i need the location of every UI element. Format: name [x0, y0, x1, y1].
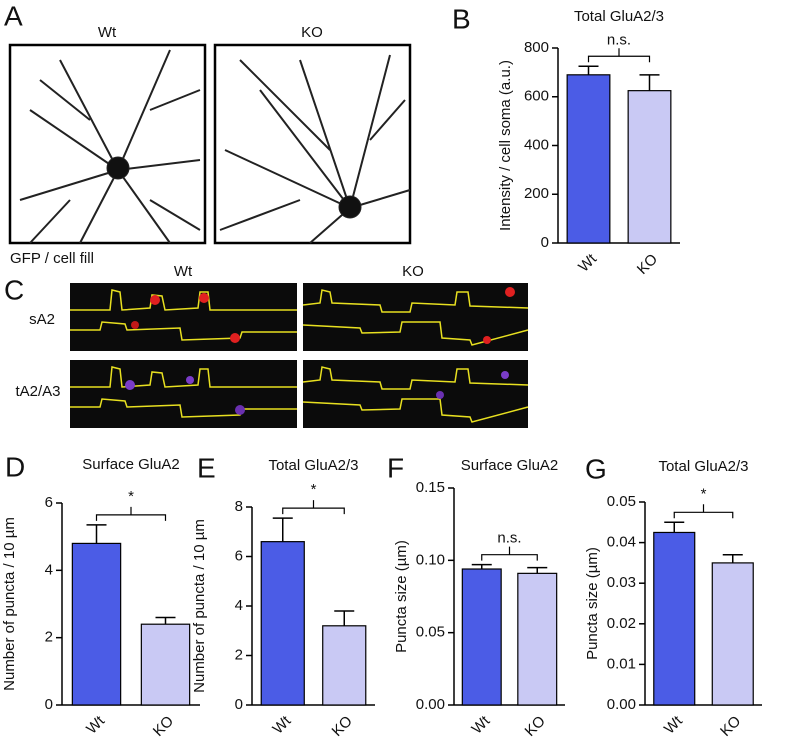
error-bar [471, 563, 492, 570]
error-bar [527, 566, 548, 574]
significance-label: * [311, 481, 317, 498]
x-tick-label: Wt [269, 712, 295, 738]
y-tick-label: 0.10 [416, 551, 445, 568]
row-label: tA2/A3 [15, 383, 60, 400]
y-tick-label: 4 [235, 597, 243, 614]
bar [322, 625, 367, 706]
significance-bracket [673, 504, 734, 519]
bar [566, 74, 611, 244]
error-bar [272, 517, 293, 542]
significance-label: * [701, 485, 707, 502]
bar [461, 568, 502, 706]
micrograph [8, 43, 412, 245]
error-bar [639, 74, 660, 91]
x-tick-label: Wt [661, 712, 687, 738]
chart-title: Total GluA2/3 [658, 458, 748, 475]
y-axis-label: Intensity / cell soma (a.u.) [497, 60, 514, 231]
y-tick-label: 0 [45, 696, 53, 713]
y-tick-label: 200 [524, 185, 549, 202]
y-tick-label: 4 [45, 561, 53, 578]
bar [653, 531, 696, 706]
column-label: Wt [174, 263, 193, 280]
error-bar [155, 616, 176, 625]
x-tick-label: KO [634, 251, 661, 278]
significance-label: * [128, 488, 134, 505]
significance-bracket [587, 48, 651, 63]
bar [627, 90, 672, 244]
y-axis-label: Number of puncta / 10 µm [191, 519, 208, 693]
y-tick-label: 600 [524, 88, 549, 105]
panel-letter: F [387, 452, 404, 483]
y-tick-label: 0 [235, 696, 243, 713]
image-label: Wt [98, 24, 117, 41]
y-tick-label: 2 [45, 629, 53, 646]
y-tick-label: 0.05 [416, 624, 445, 641]
significance-bracket [282, 500, 345, 515]
error-bar [334, 610, 355, 626]
y-axis-label: Puncta size (µm) [584, 547, 601, 660]
significance-bracket [481, 546, 538, 561]
panel-letter: D [5, 451, 25, 482]
significance-label: n.s. [497, 530, 521, 547]
bar [711, 562, 754, 706]
chart-title: Surface GluA2 [461, 457, 559, 474]
x-tick-label: Wt [575, 250, 601, 276]
y-tick-label: 0.15 [416, 479, 445, 496]
chart-title: Total GluA2/3 [574, 8, 664, 25]
y-tick-label: 0 [541, 234, 549, 251]
y-axis-label: Puncta size (µm) [393, 540, 410, 653]
bar [71, 542, 122, 706]
significance-bracket [95, 506, 167, 521]
y-tick-label: 6 [235, 547, 243, 564]
panel-letter: B [452, 3, 471, 34]
y-tick-label: 0.00 [607, 696, 636, 713]
column-label: KO [402, 263, 424, 280]
y-tick-label: 0.05 [607, 493, 636, 510]
y-tick-label: 8 [235, 498, 243, 515]
x-tick-label: KO [150, 713, 177, 740]
bar [140, 623, 191, 706]
x-tick-label: KO [329, 713, 356, 740]
y-tick-label: 400 [524, 136, 549, 153]
x-tick-label: KO [522, 713, 549, 740]
chart-title: Total GluA2/3 [268, 457, 358, 474]
x-tick-label: Wt [468, 712, 494, 738]
error-bar [722, 554, 743, 563]
error-bar [578, 65, 599, 75]
micrograph [70, 283, 529, 428]
x-tick-label: Wt [83, 712, 109, 738]
significance-label: n.s. [607, 31, 631, 48]
y-tick-label: 0.04 [607, 534, 636, 551]
x-tick-label: KO [717, 713, 744, 740]
y-tick-label: 0.02 [607, 615, 636, 632]
row-label: sA2 [29, 311, 55, 328]
y-tick-label: 0.01 [607, 655, 636, 672]
y-tick-label: 6 [45, 494, 53, 511]
error-bar [664, 521, 685, 533]
y-tick-label: 0.00 [416, 696, 445, 713]
error-bar [86, 524, 107, 544]
bar [260, 541, 305, 706]
panel-letter: C [4, 274, 24, 305]
y-tick-label: 0.03 [607, 574, 636, 591]
bar [517, 572, 558, 706]
chart-title: Surface GluA2 [82, 456, 180, 473]
image-label: KO [301, 24, 323, 41]
panel-letter: E [197, 452, 216, 483]
panel-letter: A [4, 0, 23, 31]
y-tick-label: 2 [235, 646, 243, 663]
y-tick-label: 800 [524, 39, 549, 56]
panel-letter: G [585, 453, 607, 484]
caption: GFP / cell fill [10, 250, 94, 267]
y-axis-label: Number of puncta / 10 µm [1, 517, 18, 691]
